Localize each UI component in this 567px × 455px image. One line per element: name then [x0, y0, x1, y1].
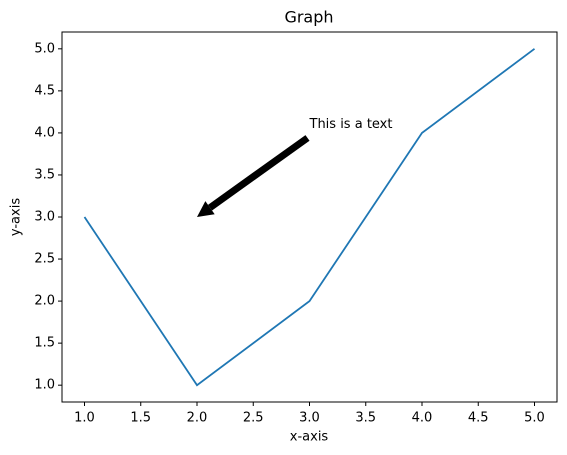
x-tick-label: 1.5	[130, 411, 151, 426]
y-tick-label: 5.0	[34, 41, 55, 56]
x-tick-label: 5.0	[524, 411, 545, 426]
x-tick-label: 2.5	[243, 411, 264, 426]
annotation-text: This is a text	[309, 117, 393, 132]
y-tick-label: 4.5	[34, 83, 55, 98]
y-axis-label: y-axis	[9, 198, 24, 236]
y-tick-label: 2.5	[34, 252, 55, 267]
y-tick-label: 1.5	[34, 336, 55, 351]
x-tick-label: 3.0	[299, 411, 320, 426]
data-line	[83, 48, 536, 387]
y-tick-label: 1.0	[34, 378, 55, 393]
chart-title: Graph	[284, 8, 333, 27]
axes-frame	[61, 31, 558, 403]
x-axis-label: x-axis	[290, 430, 329, 445]
x-tick-label: 4.5	[468, 411, 489, 426]
y-tick-label: 2.0	[34, 294, 55, 309]
x-tick-label: 4.0	[412, 411, 433, 426]
x-tick-label: 2.0	[187, 411, 208, 426]
x-tick-label: 3.5	[355, 411, 376, 426]
y-tick-label: 3.0	[34, 210, 55, 225]
annotation-arrow-shaft	[207, 135, 310, 211]
y-tick-label: 4.0	[34, 125, 55, 140]
annotation-arrow-head	[197, 201, 215, 217]
x-tick-label: 1.0	[74, 411, 95, 426]
y-tick-label: 3.5	[34, 167, 55, 182]
